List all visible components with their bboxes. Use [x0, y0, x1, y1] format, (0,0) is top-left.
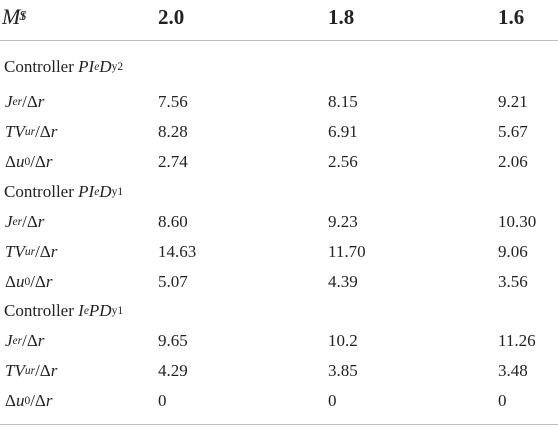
table-row: TV ur/Δ r 4.29 3.85 3.48	[0, 356, 558, 386]
ms-symbol: M	[2, 4, 21, 29]
cell-value: 14.63	[158, 242, 197, 261]
cell-value: 8.28	[158, 122, 188, 141]
cell-value: 9.23	[328, 212, 358, 231]
cell-value: 3.85	[328, 361, 358, 380]
cell-value: 2.56	[328, 152, 358, 171]
ms-superscript: t	[21, 9, 26, 24]
column-header-2: 1.8	[328, 4, 355, 29]
cell-value: 5.67	[498, 122, 528, 141]
bottom-rule	[0, 424, 558, 425]
ms-subscript: S	[19, 9, 27, 24]
cell-value: 10.30	[498, 212, 537, 231]
cell-value: 0	[498, 391, 507, 410]
cell-value: 4.29	[158, 361, 188, 380]
header-rule	[0, 40, 558, 41]
cell-value: 9.21	[498, 92, 528, 111]
cell-value: 9.06	[498, 242, 528, 261]
cell-value: 5.07	[158, 272, 188, 291]
column-header-3: 1.6	[498, 4, 525, 29]
cell-value: 0	[328, 391, 337, 410]
cell-value: 11.26	[498, 331, 536, 350]
cell-value: 11.70	[328, 242, 366, 261]
cell-value: 2.06	[498, 152, 528, 171]
row-label-tvur: TV ur/Δ r	[5, 242, 58, 261]
cell-value: 4.39	[328, 272, 358, 291]
cell-value: 3.56	[498, 272, 528, 291]
cell-value: 9.65	[158, 331, 188, 350]
table-row: TV ur/Δ r 8.28 6.91 5.67	[0, 117, 558, 147]
cell-value: 7.56	[158, 92, 188, 111]
row-label-tvur: TV ur/Δ r	[5, 361, 58, 380]
row-label-tvur: TV ur/Δ r	[5, 122, 58, 141]
cell-value: 8.15	[328, 92, 358, 111]
cell-value: 2.74	[158, 152, 188, 171]
cell-value: 8.60	[158, 212, 188, 231]
cell-value: 6.91	[328, 122, 358, 141]
cell-value: 0	[158, 391, 167, 410]
cell-value: 10.2	[328, 331, 358, 350]
column-header-1: 2.0	[158, 4, 185, 29]
table-row: TV ur/Δ r 14.63 11.70 9.06	[0, 237, 558, 267]
cell-value: 3.48	[498, 361, 528, 380]
